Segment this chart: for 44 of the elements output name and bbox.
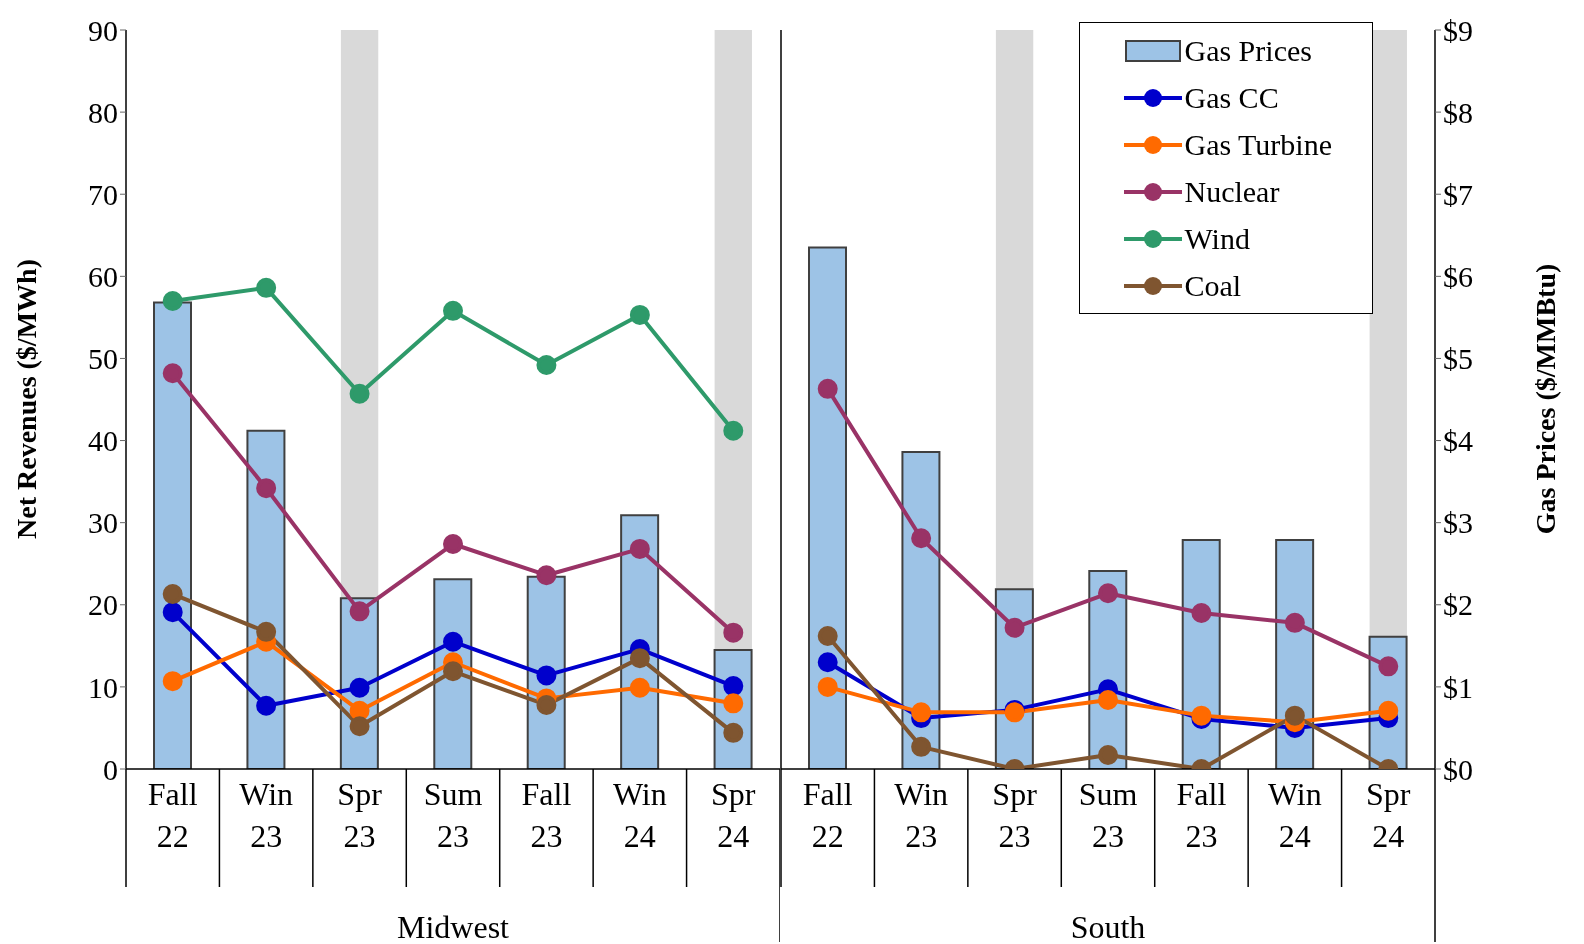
legend-label: Gas CC [1184, 80, 1279, 115]
x-tick-label: Fall 22 [802, 776, 853, 854]
x-axis-title: Midwest [397, 909, 510, 944]
x-tick-label: Win 23 [239, 776, 294, 854]
x-tick-label: Sum 23 [1078, 776, 1138, 854]
y-tick-label: 10 [88, 670, 118, 704]
y-tick-label: 0 [103, 752, 118, 786]
y2-tick-label: $3 [1443, 506, 1473, 540]
y2-tick-label: $0 [1443, 752, 1473, 786]
y2-tick-label: $6 [1443, 259, 1473, 293]
x-tick-label: Win 23 [894, 776, 949, 854]
y2-axis-title: Gas Prices ($/MMBtu) [1530, 263, 1561, 535]
y2-tick-label: $1 [1443, 670, 1473, 704]
y-tick-label: 80 [88, 95, 118, 129]
legend-label: Gas Turbine [1184, 127, 1332, 162]
x-tick-label: Spr 23 [992, 776, 1038, 854]
y-tick-label: 20 [88, 588, 118, 622]
x-tick-label: Sum 23 [423, 776, 483, 854]
y2-tick-label: $5 [1443, 342, 1473, 376]
x-tick-label: Spr 23 [337, 776, 383, 854]
legend-label: Gas Prices [1184, 33, 1312, 68]
y-axis-title: Net Revenues ($/MWh) [11, 259, 42, 539]
y-tick-label: 60 [88, 259, 118, 293]
x-tick-label: Fall 22 [147, 776, 198, 854]
x-axis-title: South [1070, 909, 1146, 944]
y2-tick-label: $2 [1443, 588, 1473, 622]
y-tick-label: 90 [88, 13, 118, 47]
x-tick-label: Fall 23 [521, 776, 572, 854]
y2-tick-label: $4 [1443, 424, 1473, 458]
x-tick-label: Spr 24 [1366, 776, 1411, 854]
y-tick-label: 40 [88, 424, 118, 458]
y-tick-label: 30 [88, 506, 118, 540]
x-tick-label: Win 24 [612, 776, 667, 854]
x-tick-label: Fall 23 [1176, 776, 1227, 854]
x-tick-label: Spr 24 [711, 776, 756, 854]
y2-tick-label: $9 [1443, 13, 1473, 47]
legend-label: Coal [1184, 268, 1242, 303]
legend-label: Wind [1184, 221, 1250, 256]
y-tick-label: 70 [88, 177, 118, 211]
y2-tick-label: $8 [1443, 95, 1473, 129]
legend-label: Nuclear [1184, 174, 1280, 209]
x-tick-label: Win 24 [1267, 776, 1322, 854]
y-tick-label: 50 [88, 342, 118, 376]
y2-tick-label: $7 [1443, 177, 1473, 211]
